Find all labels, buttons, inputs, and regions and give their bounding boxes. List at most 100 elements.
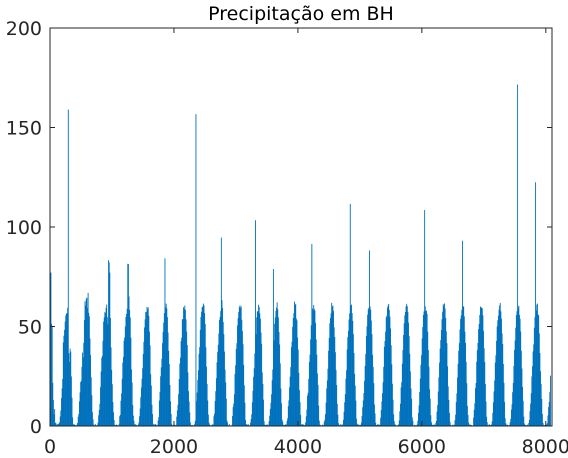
bar-0-495 bbox=[356, 423, 358, 426]
bar-0-422 bbox=[311, 243, 313, 426]
bar-0-70 bbox=[93, 424, 95, 426]
bar-0-117 bbox=[122, 362, 124, 426]
bar-0-690 bbox=[477, 343, 479, 426]
bar-0-474 bbox=[343, 411, 345, 426]
bar-0-595 bbox=[418, 405, 420, 426]
bar-0-175 bbox=[158, 417, 160, 426]
bar-0-204 bbox=[176, 416, 178, 426]
bar-0-806 bbox=[549, 392, 551, 426]
bar-0-760 bbox=[520, 350, 522, 426]
bar-0-283 bbox=[225, 382, 227, 426]
bar-0-99 bbox=[111, 369, 113, 426]
bar-0-43 bbox=[76, 424, 78, 426]
bar-0-114 bbox=[120, 400, 122, 426]
bar-0-344 bbox=[263, 399, 264, 426]
bar-0-625 bbox=[437, 405, 439, 426]
bar-0-403 bbox=[299, 402, 301, 426]
bar-0-88 bbox=[104, 312, 106, 426]
bar-0-610 bbox=[427, 349, 429, 426]
bar-0-125 bbox=[127, 263, 129, 426]
bar-0-782 bbox=[534, 317, 536, 426]
bar-0-517 bbox=[370, 309, 372, 426]
bar-0-83 bbox=[101, 357, 103, 426]
bar-0-107 bbox=[116, 424, 118, 426]
bar-0-453 bbox=[330, 313, 332, 426]
bar-0-431 bbox=[316, 373, 318, 426]
bar-0-451 bbox=[329, 323, 331, 426]
bar-0-366 bbox=[276, 302, 278, 426]
bar-0-668 bbox=[463, 316, 465, 426]
bar-0-361 bbox=[273, 340, 275, 426]
bar-0-24 bbox=[64, 321, 66, 426]
bar-0-398 bbox=[296, 320, 298, 426]
bar-0-614 bbox=[430, 415, 432, 426]
bar-0-724 bbox=[498, 309, 500, 426]
bar-0-644 bbox=[448, 412, 450, 426]
bar-0-343 bbox=[262, 384, 264, 426]
bar-0-137 bbox=[134, 424, 136, 426]
bar-0-60 bbox=[87, 307, 88, 426]
bar-0-754 bbox=[517, 84, 519, 427]
bar-0-185 bbox=[164, 258, 166, 426]
bar-0-10 bbox=[56, 424, 57, 426]
bar-0-537 bbox=[382, 382, 384, 426]
x-tick-label: 0 bbox=[44, 436, 56, 458]
bar-0-738 bbox=[507, 424, 509, 426]
bar-0-306 bbox=[239, 305, 241, 426]
bar-0-86 bbox=[103, 321, 105, 426]
bar-0-174 bbox=[157, 420, 159, 426]
bar-0-805 bbox=[548, 401, 550, 426]
bar-0-35 bbox=[71, 397, 73, 426]
bar-0-708 bbox=[488, 424, 490, 426]
bar-0-294 bbox=[232, 416, 233, 426]
bar-0-334 bbox=[256, 311, 258, 426]
bar-0-203 bbox=[175, 424, 177, 426]
bar-0-255 bbox=[207, 414, 209, 426]
bar-0-687 bbox=[475, 383, 477, 426]
bar-0-298 bbox=[234, 373, 236, 426]
bar-0-150 bbox=[142, 353, 144, 426]
bar-0-574 bbox=[405, 306, 407, 426]
bar-0-674 bbox=[467, 414, 469, 426]
bar-0-57 bbox=[85, 305, 87, 426]
bar-0-728 bbox=[501, 318, 502, 426]
bar-0-477 bbox=[345, 378, 347, 426]
bar-0-26 bbox=[65, 313, 67, 426]
bar-0-156 bbox=[146, 307, 148, 426]
bar-0-516 bbox=[369, 306, 371, 426]
bar-0-188 bbox=[166, 308, 168, 426]
bar-0-85 bbox=[102, 340, 104, 426]
bar-0-567 bbox=[401, 382, 403, 426]
bar-0-615 bbox=[431, 422, 432, 426]
bar-0-501 bbox=[360, 424, 362, 426]
bar-0-486 bbox=[351, 304, 352, 426]
bar-0-333 bbox=[256, 317, 258, 426]
bar-0-115 bbox=[121, 393, 123, 426]
bar-0-123 bbox=[126, 313, 127, 426]
bar-0-346 bbox=[264, 424, 266, 426]
bar-0-585 bbox=[412, 420, 414, 426]
bar-0-172 bbox=[156, 424, 158, 426]
bar-0-349 bbox=[266, 424, 268, 426]
bar-0-84 bbox=[101, 355, 103, 426]
bar-0-784 bbox=[535, 310, 537, 426]
bar-0-45 bbox=[77, 416, 79, 426]
bar-0-416 bbox=[307, 392, 309, 426]
bar-0-241 bbox=[199, 347, 201, 426]
bar-0-223 bbox=[188, 391, 189, 426]
bar-0-425 bbox=[313, 305, 315, 426]
bar-0-686 bbox=[475, 388, 476, 426]
bar-0-296 bbox=[233, 403, 235, 426]
bar-0-419 bbox=[309, 354, 311, 426]
plot-area bbox=[50, 28, 552, 426]
bar-0-556 bbox=[394, 424, 396, 426]
x-tick-label: 8000 bbox=[522, 436, 568, 458]
bar-0-49 bbox=[80, 382, 82, 426]
bar-0-743 bbox=[510, 418, 512, 426]
bar-0-91 bbox=[106, 304, 108, 426]
bar-0-673 bbox=[466, 405, 468, 426]
bar-0-151 bbox=[143, 341, 145, 426]
bar-0-619 bbox=[433, 424, 435, 426]
bar-0-281 bbox=[224, 351, 225, 426]
bar-0-388 bbox=[290, 367, 292, 426]
